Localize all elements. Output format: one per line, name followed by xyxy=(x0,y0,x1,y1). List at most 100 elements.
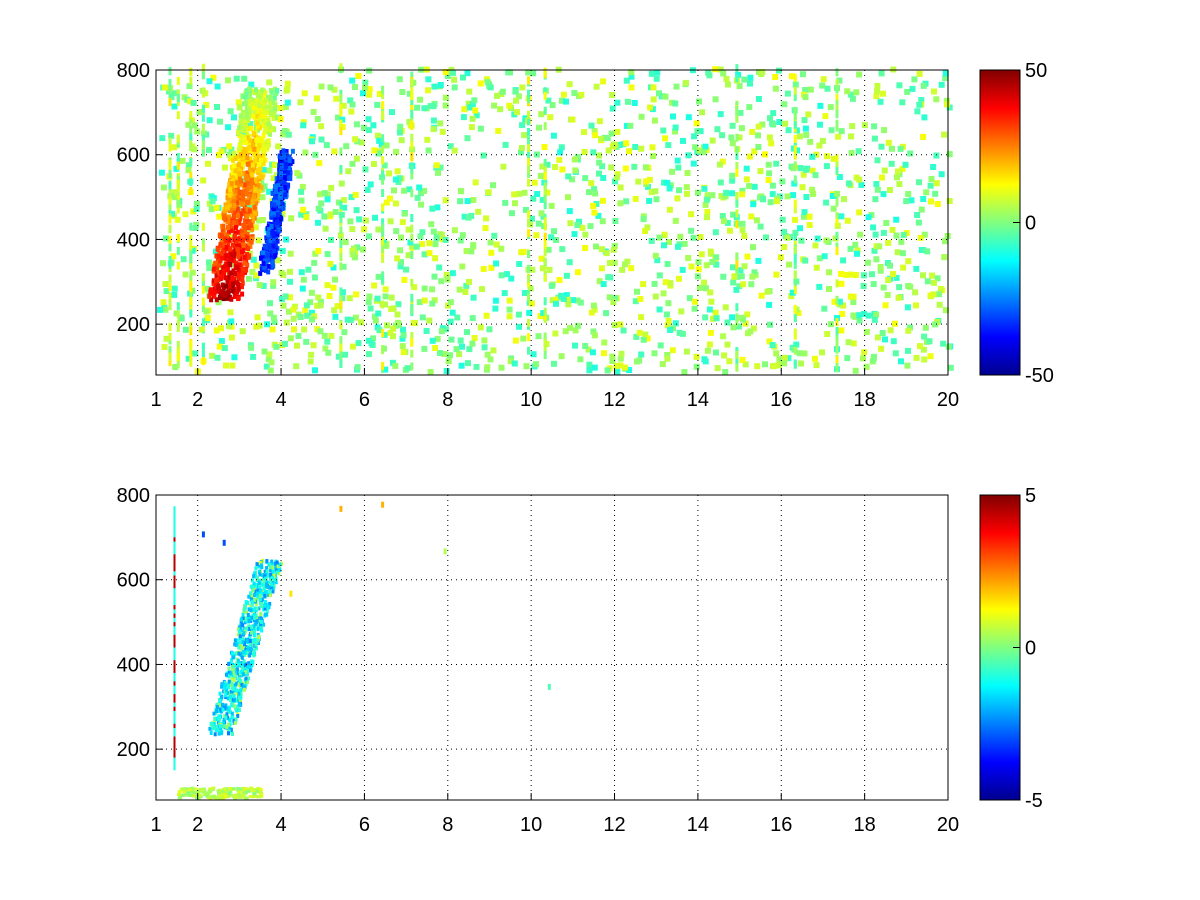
heatmap-cell xyxy=(259,622,263,627)
heatmap-cell xyxy=(543,297,547,306)
heatmap-cell xyxy=(260,174,265,180)
heatmap-cell xyxy=(418,201,424,208)
heatmap-cell xyxy=(213,716,217,721)
heatmap-cell xyxy=(213,260,218,266)
heatmap-cell xyxy=(220,731,223,736)
heatmap-cell xyxy=(237,662,241,666)
heatmap-cell xyxy=(230,681,234,686)
heatmap-cell xyxy=(236,286,241,292)
heatmap-cell xyxy=(222,724,226,729)
heatmap-cell xyxy=(182,211,189,218)
heatmap-cell xyxy=(882,302,889,309)
heatmap-cell xyxy=(248,166,253,172)
heatmap-cell xyxy=(626,367,633,373)
heatmap-cell xyxy=(735,356,739,365)
heatmap-cell xyxy=(908,197,915,204)
heatmap-cell xyxy=(237,171,242,177)
heatmap-cell xyxy=(493,241,500,248)
heatmap-cell xyxy=(604,367,611,374)
heatmap-cell xyxy=(168,189,172,198)
heatmap-cell xyxy=(912,289,919,296)
heatmap-cell xyxy=(233,168,238,174)
heatmap-cell xyxy=(590,328,597,335)
heatmap-cell xyxy=(208,287,213,293)
heatmap-cell xyxy=(264,599,267,604)
heatmap-cell xyxy=(618,350,625,357)
heatmap-cell xyxy=(667,182,674,189)
heatmap-cell xyxy=(472,179,479,186)
heatmap-cell xyxy=(697,234,704,240)
heatmap-cell xyxy=(536,124,542,131)
heatmap-cell xyxy=(469,340,476,347)
heatmap-cell xyxy=(232,675,236,680)
heatmap-cell xyxy=(381,162,388,169)
heatmap-cell xyxy=(609,92,616,98)
heatmap-cell xyxy=(252,607,256,612)
heatmap-cell xyxy=(266,237,271,243)
heatmap-cell xyxy=(235,194,240,200)
heatmap-cell xyxy=(547,114,554,121)
heatmap-cell xyxy=(457,337,464,344)
heatmap-cell xyxy=(695,259,702,266)
heatmap-cell xyxy=(576,218,582,225)
heatmap-cell xyxy=(240,795,245,798)
heatmap-cell xyxy=(918,97,925,104)
heatmap-cell xyxy=(347,218,354,225)
heatmap-cell xyxy=(201,350,205,359)
heatmap-cell xyxy=(397,123,404,130)
heatmap-cell xyxy=(218,258,223,264)
heatmap-cell xyxy=(258,597,262,602)
heatmap-cell xyxy=(338,180,345,187)
heatmap-cell xyxy=(419,229,426,236)
heatmap-cell xyxy=(262,147,267,152)
heatmap-cell xyxy=(744,311,751,318)
heatmap-cell xyxy=(812,242,819,249)
heatmap-cell xyxy=(189,158,193,167)
heatmap-cell xyxy=(809,153,816,160)
heatmap-cell xyxy=(574,322,581,329)
heatmap-cell xyxy=(947,364,954,371)
heatmap-cell xyxy=(661,242,667,249)
heatmap-cell xyxy=(235,642,239,647)
heatmap-cell xyxy=(189,346,193,355)
heatmap-cell xyxy=(269,105,274,111)
heatmap-cell xyxy=(237,176,242,182)
heatmap-cell xyxy=(563,98,569,105)
heatmap-cell xyxy=(386,170,393,177)
heatmap-cell xyxy=(493,260,500,267)
heatmap-cell xyxy=(426,250,433,257)
heatmap-cell xyxy=(339,108,343,117)
heatmap-cell xyxy=(218,714,222,719)
heatmap-cell xyxy=(273,199,278,205)
heatmap-cell xyxy=(801,209,808,216)
heatmap-cell xyxy=(227,662,231,666)
heatmap-cell xyxy=(543,91,547,100)
heatmap-cell xyxy=(201,297,205,306)
heatmap-cell xyxy=(227,270,232,276)
heatmap-cell xyxy=(258,788,263,791)
heatmap-cell xyxy=(609,105,616,112)
heatmap-cell xyxy=(834,190,840,197)
heatmap-cell xyxy=(269,95,274,101)
heatmap-cell xyxy=(589,349,596,356)
heatmap-cell xyxy=(201,87,205,96)
heatmap-cell xyxy=(567,324,573,331)
heatmap-cell xyxy=(946,198,953,204)
heatmap-cell xyxy=(250,172,255,178)
heatmap-cell xyxy=(409,244,416,251)
heatmap-cell xyxy=(210,721,214,726)
heatmap-cell xyxy=(406,90,413,97)
heatmap-cell xyxy=(233,182,238,188)
heatmap-cell xyxy=(162,306,169,313)
heatmap-cell xyxy=(701,279,708,286)
heatmap-cell xyxy=(168,225,172,234)
heatmap-cell xyxy=(543,166,547,175)
heatmap-cell xyxy=(405,252,412,259)
heatmap-cell xyxy=(270,314,277,321)
heatmap-cell xyxy=(870,224,877,231)
heatmap-cell xyxy=(622,261,628,268)
heatmap-cell xyxy=(631,100,638,106)
heatmap-cell xyxy=(168,274,172,283)
heatmap-cell xyxy=(257,167,262,173)
heatmap-cell xyxy=(249,222,254,228)
